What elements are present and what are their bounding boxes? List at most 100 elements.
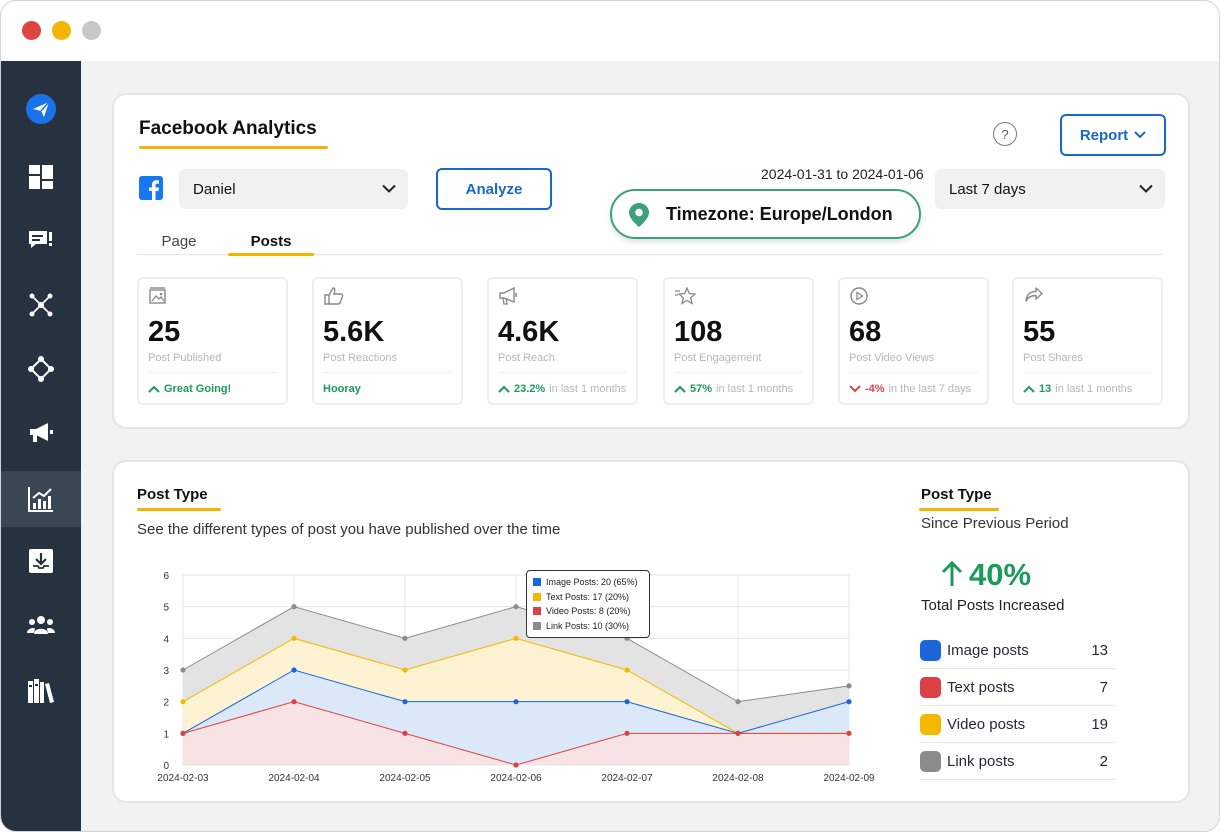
tooltip-row: Image Posts: 20 (65%) [533, 575, 643, 590]
y-tick-label: 1 [163, 729, 169, 740]
timezone-text: Timezone: Europe/London [666, 203, 893, 224]
chevron-down-icon [382, 184, 396, 193]
legend-swatch [920, 713, 941, 735]
maximize-window-button[interactable] [82, 21, 101, 40]
tooltip-swatch [533, 592, 541, 601]
stat-footer-text: in the last 7 days [888, 383, 972, 395]
tab-posts[interactable]: Posts [250, 233, 292, 250]
data-point-image [846, 699, 852, 705]
stat-footer-highlight: Hooray [323, 383, 361, 395]
library-icon [28, 679, 54, 703]
stat-footer: Hooray [323, 383, 361, 395]
trend-up-icon [674, 385, 686, 393]
sidebar-item-library[interactable] [1, 663, 81, 719]
tab-page[interactable]: Page [161, 233, 197, 250]
chevron-down-icon [1134, 131, 1146, 139]
data-point-image [291, 667, 297, 673]
stat-label: Post Engagement [674, 352, 762, 364]
x-tick-label: 2024-02-08 [712, 773, 764, 784]
stat-divider [849, 372, 978, 373]
stat-footer: -4% in the last 7 days [849, 383, 971, 395]
sidebar-item-inbox[interactable] [1, 213, 81, 269]
legend-value: 19 [1091, 715, 1108, 733]
network-icon [29, 293, 53, 317]
sidebar-item-analytics[interactable] [1, 471, 81, 527]
legend-value: 2 [1099, 752, 1108, 770]
help-icon[interactable]: ? [993, 122, 1017, 146]
thumbs-up-icon [324, 287, 344, 305]
analytics-icon [28, 487, 53, 512]
data-point-link [513, 604, 519, 610]
report-button[interactable]: Report [1060, 114, 1166, 156]
legend-item-link: Link posts 2 [920, 743, 1116, 780]
minimize-window-button[interactable] [52, 21, 71, 40]
paper-plane-icon [26, 94, 56, 124]
y-tick-label: 5 [163, 603, 169, 614]
data-point-link [291, 604, 297, 610]
summary-title: Post Type [921, 486, 992, 503]
trend-up-icon [148, 385, 160, 393]
data-point-image [624, 699, 630, 705]
sidebar-item-team[interactable] [1, 597, 81, 653]
stat-divider [148, 372, 277, 373]
date-range-label: 2024-01-31 to 2024-01-06 [761, 166, 924, 182]
arrow-up-icon [941, 561, 963, 586]
data-point-video [513, 762, 519, 768]
data-point-text [291, 635, 297, 641]
stat-label: Post Shares [1023, 352, 1083, 364]
tabs-divider [137, 254, 1163, 255]
y-tick-label: 6 [163, 571, 169, 582]
period-select-value: Last 7 days [949, 180, 1026, 198]
data-point-link [180, 667, 186, 673]
summary-percent: 40% [969, 557, 1032, 592]
facebook-icon [139, 176, 163, 200]
report-label: Report [1079, 126, 1129, 144]
legend-swatch [920, 750, 941, 772]
legend-label: Image posts [947, 641, 1029, 659]
sidebar-item-dashboard[interactable] [1, 149, 81, 205]
stat-value: 108 [674, 316, 723, 348]
data-point-video [402, 730, 408, 736]
period-select[interactable]: Last 7 days [935, 169, 1165, 209]
stat-footer-text: in last 1 months [716, 383, 794, 395]
stat-value: 5.6K [323, 316, 385, 348]
x-tick-label: 2024-02-04 [268, 773, 320, 784]
account-select[interactable]: Daniel [179, 169, 408, 209]
data-point-link [402, 635, 408, 641]
trend-up-icon [498, 385, 510, 393]
stat-footer: 13 in last 1 months [1023, 383, 1132, 395]
data-point-image [402, 699, 408, 705]
data-point-link [846, 683, 852, 689]
stat-card-engagement: 108 Post Engagement 57% in last 1 months [663, 277, 814, 405]
close-window-button[interactable] [22, 21, 41, 40]
team-icon [27, 616, 55, 634]
analyze-button[interactable]: Analyze [436, 168, 552, 210]
data-point-video [846, 730, 852, 736]
sidebar-item-home[interactable] [1, 81, 81, 137]
data-point-text [624, 667, 630, 673]
stat-footer-highlight: 13 [1039, 383, 1052, 395]
sidebar-item-campaigns[interactable] [1, 405, 81, 461]
sidebar-item-hub[interactable] [1, 341, 81, 397]
data-point-link [735, 699, 741, 705]
stat-label: Post Reactions [323, 352, 397, 364]
stat-footer-highlight: Great Going! [164, 383, 232, 395]
tooltip-swatch [533, 621, 541, 630]
chevron-down-icon [1139, 184, 1153, 193]
title-underline [139, 146, 328, 149]
x-tick-label: 2024-02-07 [601, 773, 653, 784]
stat-divider [1023, 372, 1152, 373]
stat-label: Post Published [148, 352, 222, 364]
x-tick-label: 2024-02-09 [823, 773, 875, 784]
chart-tooltip: Image Posts: 20 (65%) Text Posts: 17 (20… [526, 570, 650, 638]
trend-up-icon [1023, 385, 1035, 393]
inbox-download-icon [29, 549, 53, 573]
x-tick-label: 2024-02-03 [157, 773, 209, 784]
data-point-text [402, 667, 408, 673]
stat-card-reach: 4.6K Post Reach 23.2% in last 1 months [487, 277, 638, 405]
sidebar-item-downloads[interactable] [1, 533, 81, 589]
y-tick-label: 2 [163, 698, 169, 709]
tooltip-swatch [533, 578, 541, 587]
stat-value: 55 [1023, 316, 1056, 348]
sidebar-item-network[interactable] [1, 277, 81, 333]
